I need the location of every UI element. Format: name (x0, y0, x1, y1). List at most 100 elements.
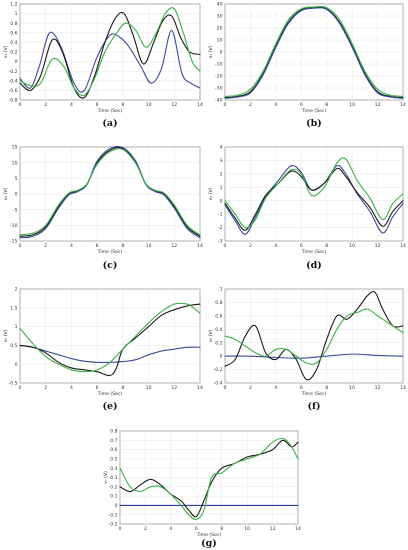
x-tick-label: 6 (96, 385, 99, 391)
y-tick-label: -0.2 (9, 69, 18, 75)
y-tick-label: 0.2 (215, 340, 222, 346)
x-tick-label: 2 (44, 243, 47, 249)
y-tick-label: -0.5 (9, 381, 18, 387)
y-tick-label: 2 (220, 171, 223, 177)
y-tick-label: -1 (218, 212, 223, 218)
chart-panel-g: 0 2 4 6 8 10 12 14 -0.2 -0.1 0 0.1 0.2 0.3 0.4 0.5 0.6 0.… (103, 429, 301, 549)
x-tick-label: 4 (274, 102, 277, 108)
series-line-c-1 (19, 145, 201, 239)
series-line-b-0 (224, 6, 404, 99)
series-line-f-0 (224, 353, 404, 359)
x-tick-label: 6 (96, 102, 99, 108)
series-line-f-2 (224, 308, 404, 365)
y-tick-label: 1 (15, 324, 18, 330)
y-tick-label: 0.8 (110, 429, 117, 435)
y-tick-label: -20 (215, 74, 223, 80)
series-line-g-1 (119, 439, 299, 518)
x-tick-label: 0 (19, 102, 22, 108)
y-tick-label: 0.8 (10, 21, 17, 27)
y-tick-label: 0.6 (215, 313, 222, 319)
x-axis-label: Time (Sec) (97, 391, 123, 397)
y-tick-label: 0 (15, 192, 18, 198)
caption-a: (a) (102, 118, 117, 129)
caption-b: (b) (306, 118, 322, 129)
x-tick-label: 6 (300, 243, 303, 249)
y-tick-label: 5 (15, 176, 18, 182)
x-tick-label: 12 (171, 385, 177, 391)
x-tick-label: 0 (224, 385, 227, 391)
series-line-g-2 (119, 437, 299, 521)
x-tick-label: 4 (70, 243, 73, 249)
y-axis-label: v₁ (V) (3, 45, 9, 58)
x-tick-label: 10 (146, 102, 152, 108)
y-tick-label: 3 (220, 158, 223, 164)
y-tick-label: 0 (15, 59, 18, 65)
caption-e: (e) (102, 401, 117, 412)
x-tick-label: 2 (144, 526, 147, 532)
plot-area-f (224, 288, 404, 384)
y-tick-label: 1 (220, 185, 223, 191)
x-tick-label: 8 (220, 526, 223, 532)
x-axis-label: Time (Sec) (301, 108, 327, 114)
x-tick-label: 14 (400, 385, 406, 391)
x-tick-label: 14 (197, 102, 203, 108)
y-tick-label: -40 (215, 98, 223, 104)
x-tick-label: 4 (70, 102, 73, 108)
x-tick-label: 8 (121, 102, 124, 108)
y-tick-label: 1 (220, 287, 223, 293)
series-line-d-1 (224, 167, 404, 231)
x-tick-label: 12 (375, 243, 381, 249)
series-line-c-2 (19, 148, 201, 236)
y-tick-label: 0.7 (110, 438, 117, 444)
x-tick-label: 0 (119, 526, 122, 532)
y-tick-label: -0.2 (214, 367, 223, 373)
y-tick-label: -0.6 (9, 88, 18, 94)
y-tick-label: 1 (15, 11, 18, 17)
x-tick-label: 12 (270, 526, 276, 532)
caption-g: (g) (201, 538, 217, 549)
y-tick-label: 0.4 (215, 327, 222, 333)
x-tick-label: 14 (197, 385, 203, 391)
series-line-a-1 (19, 11, 201, 99)
y-tick-label: 0 (220, 50, 223, 56)
y-tick-label: -3 (218, 239, 223, 245)
x-tick-label: 14 (197, 243, 203, 249)
y-axis-label: v₇ (V) (103, 471, 109, 484)
x-tick-label: 12 (375, 385, 381, 391)
series-line-e-2 (19, 302, 201, 373)
x-tick-label: 6 (300, 385, 303, 391)
x-tick-label: 2 (249, 385, 252, 391)
y-tick-label: -0.1 (109, 512, 118, 518)
y-tick-label: 0 (15, 362, 18, 368)
x-tick-label: 12 (171, 102, 177, 108)
y-tick-label: -0.8 (9, 98, 18, 104)
x-tick-label: 14 (400, 102, 406, 108)
y-tick-label: 0 (220, 354, 223, 360)
series-line-e-1 (19, 303, 201, 377)
x-tick-label: 14 (295, 526, 301, 532)
y-tick-label: 0.4 (110, 466, 117, 472)
x-tick-label: 8 (325, 385, 328, 391)
x-axis-label: Time (Sec) (301, 391, 327, 397)
chart-panel-c: 0 2 4 6 8 10 12 14 -15 -10 -5 0 5 10 15 Time (Sec) v₃ (V… (3, 145, 203, 271)
x-tick-label: 0 (224, 102, 227, 108)
x-tick-label: 10 (244, 526, 250, 532)
y-tick-label: 0.6 (110, 447, 117, 453)
x-tick-label: 6 (195, 526, 198, 532)
y-tick-label: 0.5 (10, 343, 17, 349)
chart-panel-a: 0 2 4 6 8 10 12 14 -0.8 -0.6 -0.4 -0.2 0 0.2 0.4 0.6 0.8… (3, 2, 203, 129)
y-axis-label: v₂ (V) (208, 45, 214, 58)
y-axis-label: v₄ (V) (208, 187, 214, 200)
series-line-f-1 (224, 291, 404, 381)
x-tick-label: 4 (274, 243, 277, 249)
x-axis-label: Time (Sec) (97, 108, 123, 114)
series-line-b-2 (224, 5, 404, 97)
y-tick-label: 1.2 (10, 2, 17, 8)
y-tick-label: 10 (12, 160, 18, 166)
y-axis-label: v₆ (V) (208, 329, 214, 342)
x-tick-label: 10 (349, 243, 355, 249)
plot-area-e (19, 288, 201, 384)
y-tick-label: 0.1 (110, 494, 117, 500)
